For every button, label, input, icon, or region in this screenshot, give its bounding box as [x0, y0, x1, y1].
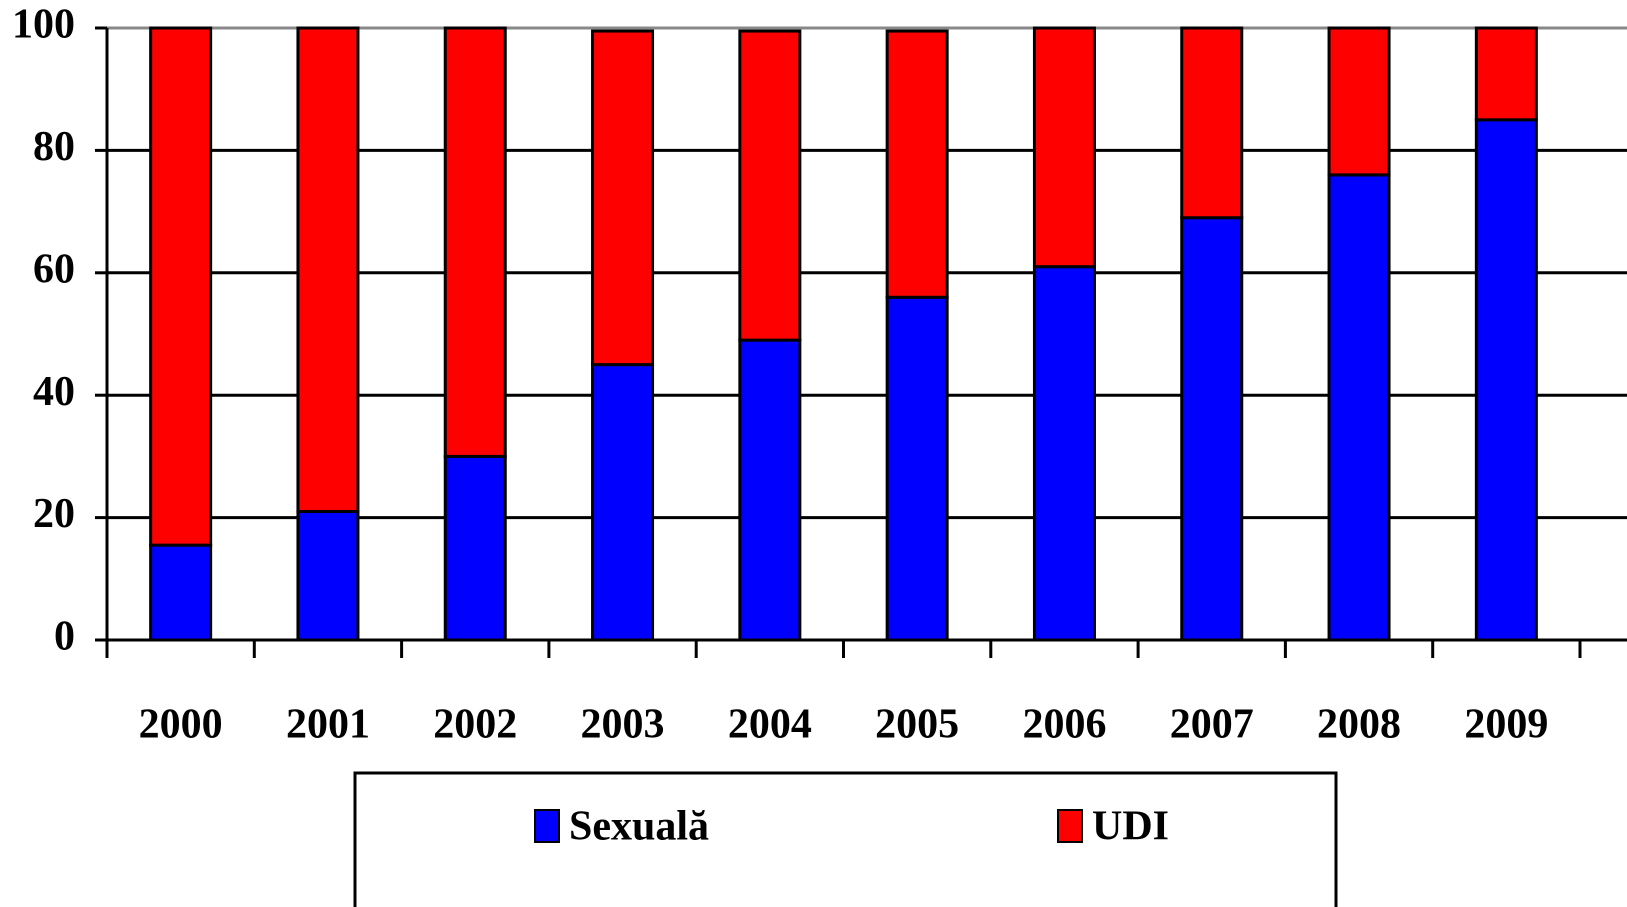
bar-segment: [738, 338, 802, 642]
bar-segment: [591, 29, 655, 367]
legend-swatch: [534, 809, 560, 843]
bar-segment: [1474, 26, 1538, 122]
y-tick-label: 60: [33, 246, 75, 292]
x-tick-label: 2001: [286, 702, 370, 748]
x-tick-label: 2002: [433, 702, 517, 748]
bar-segment: [1180, 26, 1244, 220]
bar-segment: [1327, 26, 1391, 177]
bar-segment: [1032, 265, 1096, 642]
legend-label: UDI: [1092, 804, 1169, 850]
bar-segment: [738, 29, 802, 342]
x-tick-label: 2000: [139, 702, 223, 748]
bar-segment: [1327, 173, 1391, 642]
x-tick-label: 2007: [1170, 702, 1254, 748]
bar-segment: [443, 454, 507, 642]
bar-segment: [296, 26, 360, 513]
y-tick-label: 100: [12, 2, 75, 48]
bar-segment: [885, 295, 949, 642]
x-tick-label: 2009: [1464, 702, 1548, 748]
bar-segment: [1032, 26, 1096, 269]
bar-segment: [149, 26, 213, 547]
bar-segment: [591, 363, 655, 642]
x-tick-label: 2005: [875, 702, 959, 748]
x-tick-label: 2004: [728, 702, 812, 748]
y-tick-label: 20: [33, 491, 75, 537]
x-tick-label: 2008: [1317, 702, 1401, 748]
x-tick-label: 2006: [1022, 702, 1106, 748]
legend-label: Sexuală: [569, 804, 709, 850]
bar-segment: [296, 509, 360, 642]
bar-segment: [885, 29, 949, 299]
bar-segment: [443, 26, 507, 458]
x-tick-label: 2003: [581, 702, 665, 748]
bar-segment: [149, 543, 213, 642]
legend-box: [353, 771, 1338, 907]
y-tick-label: 0: [54, 614, 75, 660]
bar-segment: [1180, 216, 1244, 642]
legend-swatch: [1057, 809, 1083, 843]
y-tick-label: 80: [33, 124, 75, 170]
y-tick-label: 40: [33, 369, 75, 415]
bar-segment: [1474, 118, 1538, 642]
